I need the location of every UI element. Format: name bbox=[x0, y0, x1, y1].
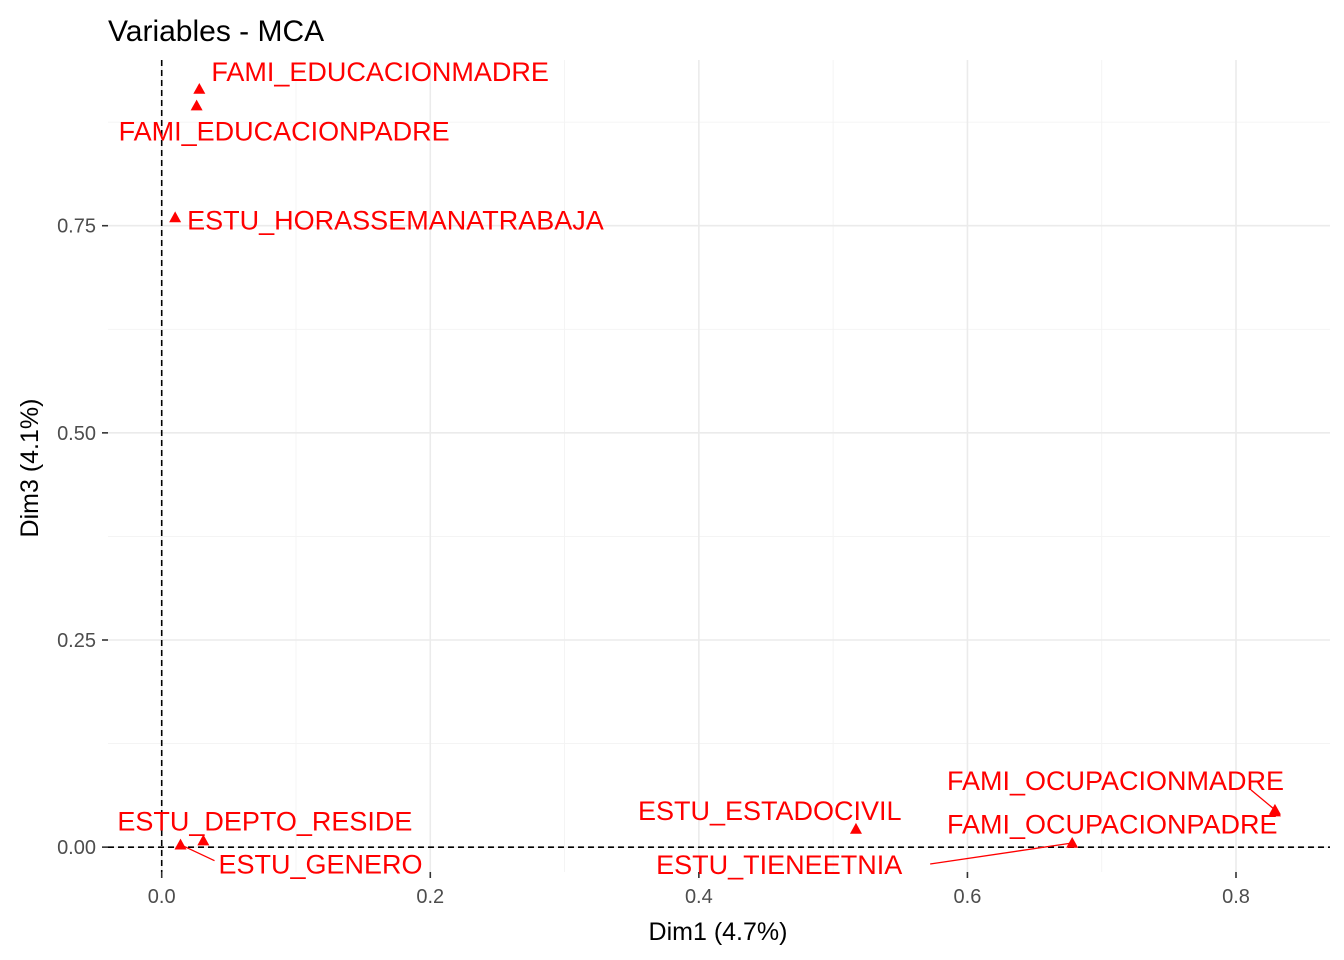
x-tick-label: 0.8 bbox=[1222, 886, 1250, 908]
data-point-label: ESTU_TIENEETNIA bbox=[656, 850, 902, 880]
x-tick-label: 0.4 bbox=[685, 886, 713, 908]
chart-title: Variables - MCA bbox=[108, 15, 324, 48]
data-point-marker bbox=[174, 838, 187, 850]
data-point-label: FAMI_EDUCACIONPADRE bbox=[119, 117, 450, 147]
data-point-label: ESTU_ESTADOCIVIL bbox=[638, 796, 902, 826]
data-point-marker bbox=[849, 822, 862, 834]
x-axis-title: Dim1 (4.7%) bbox=[649, 918, 788, 946]
data-points bbox=[169, 83, 1281, 850]
reference-lines bbox=[108, 60, 1330, 872]
point-labels: FAMI_EDUCACIONMADRE FAMI_EDUCACIONPADRE ES… bbox=[117, 57, 1284, 880]
data-point-label: ESTU_HORASSEMANATRABAJA bbox=[187, 205, 604, 235]
grid bbox=[108, 60, 1330, 872]
x-tick-label: 0.0 bbox=[148, 886, 176, 908]
axis-ticks: 0.0 0.2 0.4 0.6 0.8 0.00 0.25 0.50 0.75 bbox=[57, 216, 1250, 908]
data-point-marker bbox=[197, 834, 210, 846]
data-point-label: FAMI_EDUCACIONMADRE bbox=[211, 57, 549, 87]
label-leader-lines bbox=[180, 789, 1276, 865]
data-point-label: ESTU_DEPTO_RESIDE bbox=[117, 807, 412, 837]
x-tick-label: 0.2 bbox=[416, 886, 444, 908]
y-tick-label: 0.75 bbox=[57, 216, 96, 238]
data-point-label: ESTU_GENERO bbox=[219, 850, 423, 880]
label-leader-line bbox=[180, 844, 215, 862]
data-point-marker bbox=[169, 211, 182, 223]
data-point-marker bbox=[193, 83, 206, 94]
label-leader-line bbox=[930, 842, 1073, 865]
y-axis-title: Dim3 (4.1%) bbox=[16, 399, 44, 538]
label-leader-line bbox=[1250, 789, 1276, 811]
y-tick-label: 0.25 bbox=[57, 630, 96, 652]
data-point-label: FAMI_OCUPACIONMADRE bbox=[947, 766, 1284, 796]
x-tick-label: 0.6 bbox=[954, 886, 982, 908]
data-point-label: FAMI_OCUPACIONPADRE bbox=[947, 810, 1278, 840]
y-tick-label: 0.00 bbox=[57, 837, 96, 859]
y-tick-label: 0.50 bbox=[57, 423, 96, 445]
data-point-marker bbox=[1268, 805, 1281, 817]
data-point-marker bbox=[190, 99, 203, 111]
data-point-marker bbox=[1066, 837, 1079, 848]
